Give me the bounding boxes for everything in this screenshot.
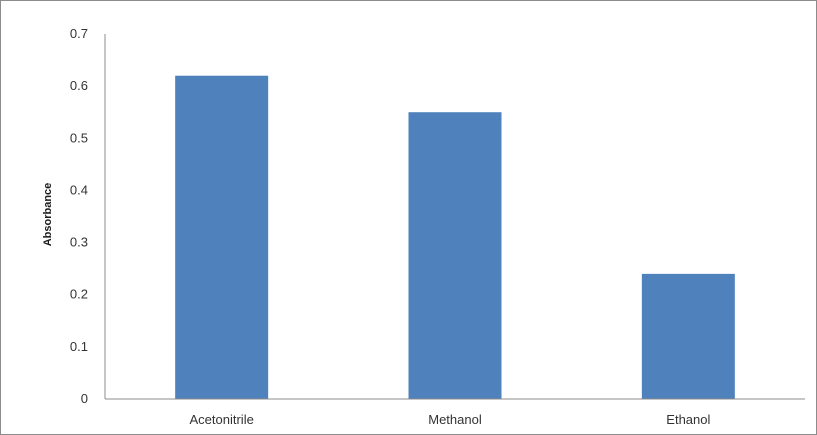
x-axis-labels: Acetonitrile Methanol Ethanol xyxy=(190,412,711,427)
y-tick-label: 0.6 xyxy=(70,78,88,93)
bar-ethanol xyxy=(641,273,735,399)
y-tick-label: 0.7 xyxy=(70,26,88,41)
bar-methanol xyxy=(408,112,502,399)
x-tick-label-acetonitrile: Acetonitrile xyxy=(190,412,254,427)
bars xyxy=(175,75,735,399)
x-tick-label-methanol: Methanol xyxy=(428,412,482,427)
y-tick-label: 0.4 xyxy=(70,182,88,197)
y-tick-label: 0 xyxy=(81,391,88,406)
x-tick-label-ethanol: Ethanol xyxy=(666,412,710,427)
y-axis-title: Absorbance xyxy=(42,183,54,247)
y-axis-ticks: 0 0.1 0.2 0.3 0.4 0.5 0.6 0.7 xyxy=(70,26,88,406)
y-tick-label: 0.2 xyxy=(70,287,88,302)
y-tick-label: 0.5 xyxy=(70,130,88,145)
y-tick-label: 0.3 xyxy=(70,235,88,250)
y-tick-label: 0.1 xyxy=(70,339,88,354)
bar-acetonitrile xyxy=(175,75,269,399)
